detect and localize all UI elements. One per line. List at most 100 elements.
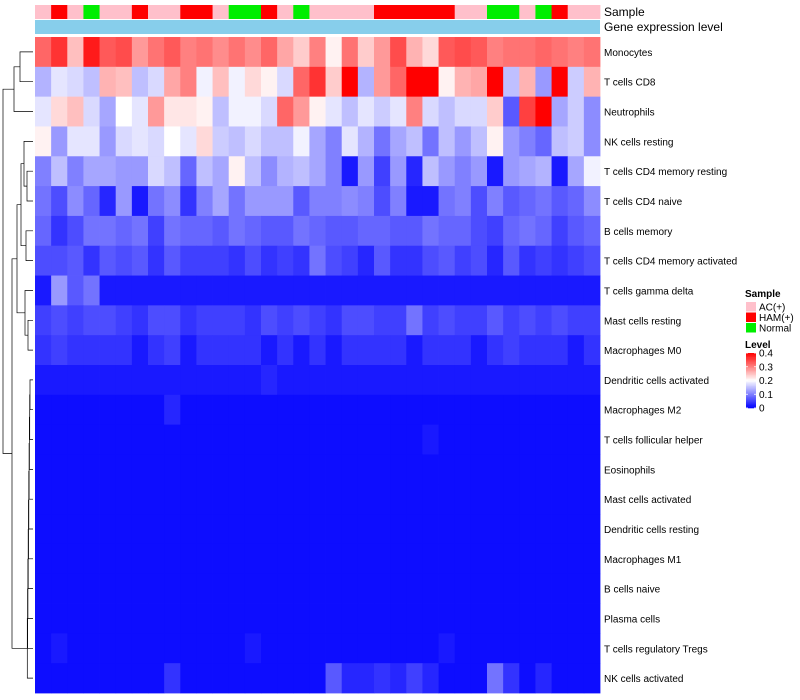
heatmap-cell bbox=[164, 543, 181, 575]
heatmap-cell bbox=[374, 454, 391, 485]
heatmap-cell bbox=[438, 335, 456, 366]
heatmap-cell bbox=[51, 66, 68, 98]
heatmap-cell bbox=[583, 126, 601, 157]
heatmap-cell bbox=[51, 394, 68, 426]
heatmap-cell bbox=[374, 663, 391, 694]
heatmap-cell bbox=[261, 394, 278, 426]
heatmap-cell bbox=[519, 394, 536, 426]
heatmap-cell bbox=[83, 215, 100, 247]
heatmap-cell bbox=[99, 633, 117, 664]
heatmap-cell bbox=[357, 394, 375, 426]
heatmap-cell bbox=[228, 126, 246, 157]
heatmap-cell bbox=[196, 573, 213, 604]
sample-annotation-cell bbox=[83, 5, 100, 19]
heatmap-cell bbox=[503, 37, 520, 68]
legend-gradient-step bbox=[746, 391, 756, 394]
heatmap-cell bbox=[357, 126, 375, 157]
heatmap-cell bbox=[148, 573, 165, 604]
heatmap-cell bbox=[535, 215, 552, 247]
heatmap-cell bbox=[374, 365, 391, 396]
heatmap-cell bbox=[277, 484, 294, 515]
heatmap-cell bbox=[196, 156, 213, 187]
heatmap-cell bbox=[51, 663, 68, 694]
heatmap-cell bbox=[148, 424, 165, 455]
heatmap-cell bbox=[341, 186, 359, 217]
heatmap-cell bbox=[148, 96, 165, 127]
heatmap-cell bbox=[390, 484, 407, 515]
heatmap-cell bbox=[438, 96, 456, 127]
heatmap-cell bbox=[470, 663, 488, 694]
heatmap-cell bbox=[503, 543, 520, 575]
heatmap-cell bbox=[422, 66, 439, 98]
heatmap-cell bbox=[519, 663, 536, 694]
heatmap-cell bbox=[406, 543, 423, 575]
heatmap-cell bbox=[325, 663, 343, 694]
heatmap-cell bbox=[422, 126, 439, 157]
heatmap-cell bbox=[309, 96, 326, 127]
heatmap-cell bbox=[470, 454, 488, 485]
heatmap-cell bbox=[244, 365, 262, 396]
heatmap-cell bbox=[583, 245, 601, 276]
heatmap-cell bbox=[325, 484, 343, 515]
heatmap-cell bbox=[422, 37, 439, 68]
legend-gradient-step bbox=[746, 384, 756, 387]
heatmap-cell bbox=[293, 603, 310, 634]
heatmap-cell bbox=[406, 603, 423, 634]
heatmap-cell bbox=[277, 394, 294, 426]
heatmap-cell bbox=[470, 245, 488, 276]
heatmap-cell bbox=[99, 454, 117, 485]
sample-annotation-cell bbox=[99, 5, 117, 19]
legend-gradient-step bbox=[746, 383, 756, 385]
heatmap-cell bbox=[164, 37, 181, 68]
heatmap-cell bbox=[309, 186, 326, 217]
heatmap-cell bbox=[261, 573, 278, 604]
legend-gradient-step bbox=[746, 354, 756, 357]
heatmap-cell bbox=[67, 633, 84, 664]
heatmap-cell bbox=[35, 126, 52, 157]
heatmap-cell bbox=[196, 663, 213, 694]
heatmap-cell bbox=[115, 543, 133, 575]
heatmap-cell bbox=[261, 424, 278, 455]
heatmap-cell bbox=[503, 394, 520, 426]
row-label: T cells follicular helper bbox=[604, 436, 703, 447]
heatmap-cell bbox=[487, 573, 504, 604]
heatmap-cell bbox=[422, 484, 439, 515]
sample-annotation-cell bbox=[180, 5, 197, 19]
heatmap-cell bbox=[164, 215, 181, 247]
row-labels: Monocytes T cells CD8 Neutrophils NK cells … bbox=[604, 48, 737, 685]
heatmap-cell bbox=[503, 424, 520, 455]
heatmap-cell bbox=[470, 335, 488, 366]
heatmap-cell bbox=[519, 365, 536, 396]
heatmap-cell bbox=[67, 186, 84, 217]
heatmap-cell bbox=[487, 603, 504, 634]
heatmap-cell bbox=[341, 514, 359, 545]
heatmap-cell bbox=[131, 454, 149, 485]
heatmap-cell bbox=[438, 37, 456, 68]
heatmap-cell bbox=[277, 365, 294, 396]
heatmap-cell bbox=[228, 37, 246, 68]
heatmap-cell bbox=[325, 633, 343, 664]
legend-gradient-step bbox=[746, 403, 756, 406]
heatmap-cell bbox=[325, 365, 343, 396]
heatmap-cell bbox=[551, 96, 569, 127]
heatmap-cell bbox=[357, 156, 375, 187]
heatmap-cell bbox=[83, 424, 100, 455]
heatmap-cell bbox=[148, 365, 165, 396]
dendrogram-branch bbox=[2, 88, 14, 454]
heatmap-cell bbox=[180, 514, 197, 545]
heatmap-cell bbox=[212, 514, 230, 545]
heatmap-cell bbox=[503, 66, 520, 98]
heatmap-cell bbox=[131, 603, 149, 634]
legend-gradient-step bbox=[746, 369, 756, 372]
heatmap-cell bbox=[535, 633, 552, 664]
row-label: T cells CD4 memory activated bbox=[604, 257, 737, 268]
sample-annotation-label: Sample bbox=[604, 5, 645, 19]
heatmap-cell bbox=[406, 394, 423, 426]
heatmap-cell bbox=[115, 96, 133, 127]
heatmap-cell bbox=[406, 186, 423, 217]
heatmap-cell bbox=[115, 454, 133, 485]
heatmap-cell bbox=[454, 543, 472, 575]
heatmap-cell bbox=[341, 484, 359, 515]
heatmap-cell bbox=[293, 394, 310, 426]
heatmap-cell bbox=[148, 66, 165, 98]
